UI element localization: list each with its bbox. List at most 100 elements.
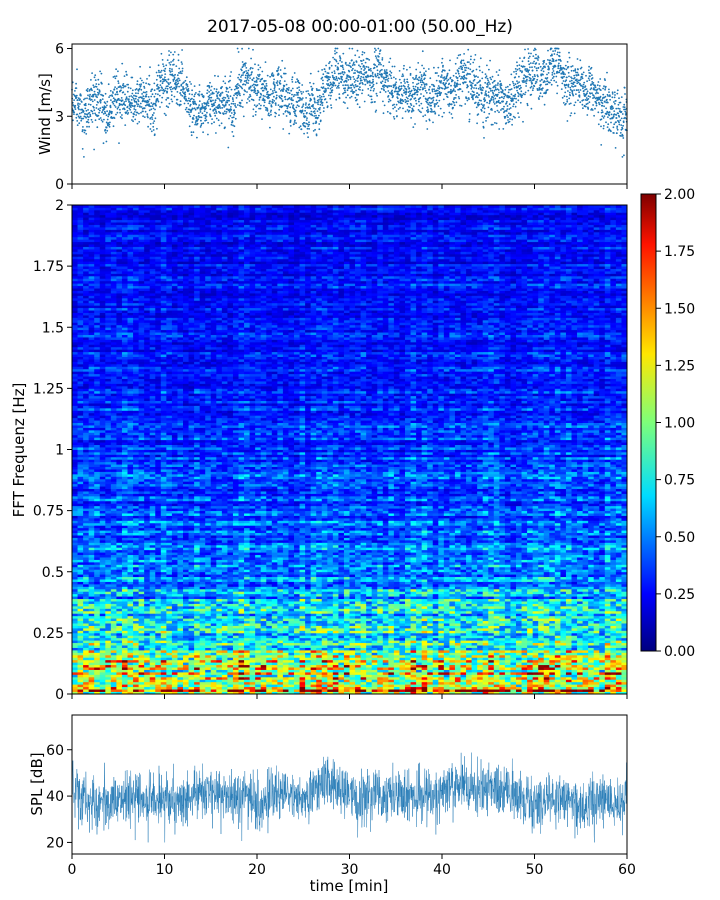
spectrogram-cell bbox=[250, 684, 256, 687]
wind-data-point bbox=[547, 59, 549, 61]
spectrogram-cell bbox=[533, 674, 539, 677]
wind-data-point bbox=[249, 77, 251, 79]
wind-data-point bbox=[73, 113, 75, 115]
wind-data-point bbox=[98, 118, 100, 120]
wind-data-point bbox=[513, 83, 515, 85]
wind-data-point bbox=[331, 72, 333, 74]
wind-data-point bbox=[237, 104, 239, 106]
spectrogram-cell bbox=[527, 679, 533, 682]
wind-data-point bbox=[275, 91, 277, 93]
spectrogram-cell bbox=[594, 679, 600, 682]
wind-data-point bbox=[102, 106, 104, 108]
wind-data-point bbox=[573, 75, 575, 77]
spectrogram-cell bbox=[272, 672, 278, 675]
spectrogram-cell bbox=[216, 689, 222, 692]
wind-data-point bbox=[551, 84, 553, 86]
wind-data-point bbox=[489, 103, 491, 105]
wind-data-point bbox=[132, 120, 134, 122]
spectrogram-cell bbox=[588, 674, 594, 677]
wind-data-point bbox=[118, 82, 120, 84]
wind-data-point bbox=[103, 113, 105, 115]
wind-data-point bbox=[201, 116, 203, 118]
wind-data-point bbox=[197, 123, 199, 125]
spectrogram-cell bbox=[166, 665, 172, 668]
spectrogram-cell bbox=[89, 662, 95, 665]
wind-data-point bbox=[241, 88, 243, 90]
spectrogram-cell bbox=[388, 679, 394, 682]
spectrogram-cell bbox=[350, 689, 356, 692]
wind-data-point bbox=[245, 62, 247, 64]
spectrogram-cell bbox=[211, 684, 217, 687]
spectrogram-cell bbox=[394, 660, 400, 663]
wind-data-point bbox=[381, 59, 383, 61]
wind-data-point bbox=[341, 76, 343, 78]
spectrogram-cell bbox=[411, 677, 417, 680]
spectrogram-cell bbox=[128, 670, 134, 673]
wind-data-point bbox=[532, 87, 534, 89]
wind-data-point bbox=[300, 125, 302, 127]
spectrogram-cell bbox=[261, 682, 267, 685]
wind-data-point bbox=[498, 100, 500, 102]
wind-data-point bbox=[281, 60, 283, 62]
spectrogram-cell bbox=[499, 682, 505, 685]
wind-data-point bbox=[232, 98, 234, 100]
wind-data-point bbox=[619, 108, 621, 110]
spectrogram-cell bbox=[572, 689, 578, 692]
spectrogram-cell bbox=[455, 670, 461, 673]
wind-data-point bbox=[171, 91, 173, 93]
wind-data-point bbox=[432, 122, 434, 124]
spectrogram-cell bbox=[350, 662, 356, 665]
wind-data-point bbox=[388, 85, 390, 87]
wind-data-point bbox=[153, 83, 155, 85]
spectrogram-cell bbox=[522, 684, 528, 687]
wind-data-point bbox=[600, 89, 602, 91]
spectrogram-cell bbox=[488, 679, 494, 682]
wind-data-point bbox=[301, 128, 303, 130]
wind-data-point bbox=[189, 100, 191, 102]
wind-data-point bbox=[257, 84, 259, 86]
spectrogram-cell bbox=[128, 672, 134, 675]
spectrogram-cell bbox=[211, 667, 217, 670]
wind-data-point bbox=[242, 106, 244, 108]
wind-data-point bbox=[169, 82, 171, 84]
wind-data-point bbox=[243, 83, 245, 85]
wind-data-point bbox=[220, 94, 222, 96]
wind-data-point bbox=[393, 116, 395, 118]
spectrogram-cell bbox=[560, 672, 566, 675]
wind-data-point bbox=[348, 71, 350, 73]
spectrogram-cell bbox=[72, 670, 78, 673]
wind-data-point bbox=[278, 66, 280, 68]
spectrogram-cell bbox=[422, 670, 428, 673]
spectrogram-cell bbox=[510, 670, 516, 673]
spectrogram-cell bbox=[255, 677, 261, 680]
wind-data-point bbox=[276, 82, 278, 84]
wind-data-point bbox=[307, 90, 309, 92]
wind-data-point bbox=[287, 105, 289, 107]
wind-data-point bbox=[165, 79, 167, 81]
spectrogram-cell bbox=[505, 684, 511, 687]
wind-data-point bbox=[125, 111, 127, 113]
spectrogram-cell bbox=[605, 682, 611, 685]
wind-data-point bbox=[515, 101, 517, 103]
wind-data-point bbox=[340, 81, 342, 83]
spectrogram-cell bbox=[522, 682, 528, 685]
wind-data-point bbox=[214, 75, 216, 77]
wind-data-point bbox=[291, 103, 293, 105]
spectrogram-cell bbox=[227, 665, 233, 668]
wind-data-point bbox=[170, 52, 172, 54]
wind-data-point bbox=[346, 81, 348, 83]
spectrogram-cell bbox=[599, 682, 605, 685]
wind-data-point bbox=[356, 61, 358, 63]
wind-data-point bbox=[110, 107, 112, 109]
spectrogram-cell bbox=[222, 670, 228, 673]
wind-data-point bbox=[479, 80, 481, 82]
wind-data-point bbox=[485, 90, 487, 92]
spectrogram-cell bbox=[483, 662, 489, 665]
spectrogram-cell bbox=[205, 672, 211, 675]
spectrogram-cell bbox=[361, 667, 367, 670]
wind-data-point bbox=[426, 102, 428, 104]
wind-data-point bbox=[571, 91, 573, 93]
wind-data-point bbox=[443, 99, 445, 101]
wind-data-point bbox=[196, 137, 198, 139]
spectrogram-cell bbox=[444, 674, 450, 677]
